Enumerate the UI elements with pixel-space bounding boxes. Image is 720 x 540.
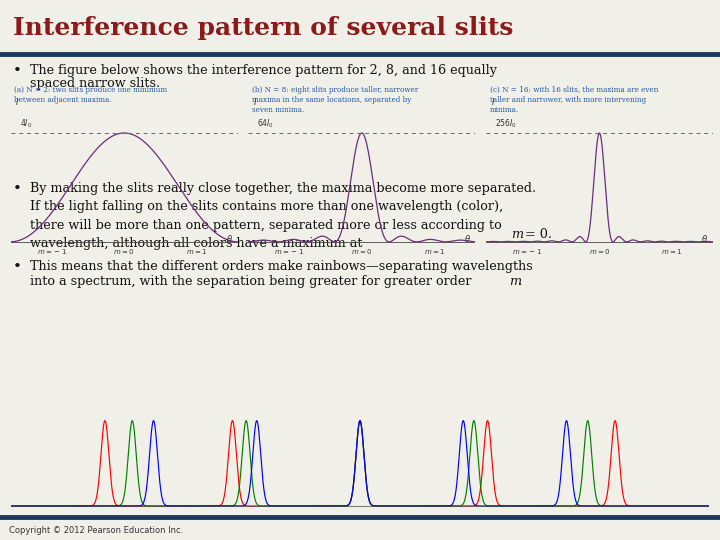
Text: •: • [13, 182, 22, 196]
Text: $m=1$: $m=1$ [424, 247, 445, 256]
Text: Copyright © 2012 Pearson Education Inc.: Copyright © 2012 Pearson Education Inc. [9, 526, 183, 535]
Text: $\theta$: $\theta$ [226, 233, 233, 244]
Text: m: m [511, 228, 523, 241]
Text: $m=0$: $m=0$ [351, 247, 372, 256]
Text: $I$: $I$ [15, 96, 19, 107]
Text: $\theta$: $\theta$ [464, 233, 471, 244]
Text: $I$: $I$ [490, 96, 495, 107]
Text: spaced narrow slits.: spaced narrow slits. [30, 77, 160, 90]
Text: = 0.: = 0. [521, 228, 552, 241]
Text: This means that the different orders make rainbows—separating wavelengths: This means that the different orders mak… [30, 260, 533, 273]
Text: $I$: $I$ [253, 96, 257, 107]
Text: •: • [13, 260, 22, 274]
Text: $64I_0$: $64I_0$ [258, 117, 274, 130]
Text: into a spectrum, with the separation being greater for greater order: into a spectrum, with the separation bei… [30, 275, 475, 288]
Text: By making the slits really close together, the maxima become more separated.
If : By making the slits really close togethe… [30, 182, 536, 250]
Text: $m=-1$: $m=-1$ [512, 247, 541, 256]
Text: $4I_0$: $4I_0$ [20, 117, 32, 130]
Text: $\theta$: $\theta$ [701, 233, 708, 244]
Text: The figure below shows the interference pattern for 2, 8, and 16 equally: The figure below shows the interference … [30, 64, 497, 77]
Text: (b) N = 8: eight slits produce taller, narrower
maxima in the same locations, se: (b) N = 8: eight slits produce taller, n… [252, 86, 418, 114]
Text: .: . [518, 275, 522, 288]
Text: m: m [509, 275, 521, 288]
Text: $m=0$: $m=0$ [114, 247, 135, 256]
Text: (c) N = 16: with 16 slits, the maxima are even
taller and narrower, with more in: (c) N = 16: with 16 slits, the maxima ar… [490, 86, 658, 114]
Text: $m=-1$: $m=-1$ [274, 247, 304, 256]
Text: $m=1$: $m=1$ [186, 247, 207, 256]
Text: •: • [13, 64, 22, 78]
Text: $m=0$: $m=0$ [589, 247, 610, 256]
Text: $m=-1$: $m=-1$ [37, 247, 66, 256]
Text: $m=1$: $m=1$ [662, 247, 683, 256]
Text: $256I_0$: $256I_0$ [495, 117, 517, 130]
Text: (a) N = 2: two slits produce one minimum
between adjacent maxima.: (a) N = 2: two slits produce one minimum… [14, 86, 167, 104]
Text: Interference pattern of several slits: Interference pattern of several slits [13, 16, 513, 40]
